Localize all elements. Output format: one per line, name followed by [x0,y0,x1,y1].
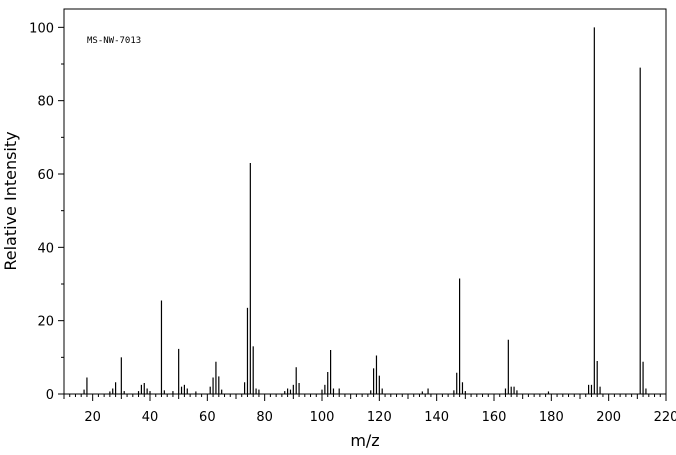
y-tick-label: 20 [37,315,54,330]
y-tick-label: 40 [37,241,54,256]
x-tick-label: 180 [539,410,564,425]
x-tick-label: 120 [367,410,392,425]
x-tick-label: 200 [596,410,621,425]
chart-annotation: MS-NW-7013 [87,36,141,46]
y-tick-label: 0 [46,388,54,403]
x-tick-label: 220 [654,410,676,425]
x-tick-label: 20 [84,410,101,425]
x-axis: 20 40 60 80 100 120 140 160 180 200 220 [63,394,676,425]
x-tick-label: 160 [482,410,507,425]
y-axis-label: Relative Intensity [1,131,20,270]
y-tick-label: 80 [37,95,54,110]
x-tick-label: 140 [424,410,449,425]
x-axis-label: m/z [350,431,379,450]
x-tick-label: 100 [310,410,335,425]
x-tick-label: 40 [142,410,159,425]
x-tick-label: 80 [256,410,273,425]
y-tick-label: 60 [37,168,54,183]
y-axis: 0 20 40 60 80 100 [29,21,64,403]
y-tick-label: 100 [29,21,54,36]
x-tick-label: 60 [199,410,216,425]
plot-frame [63,8,667,395]
peaks-group [83,27,647,394]
